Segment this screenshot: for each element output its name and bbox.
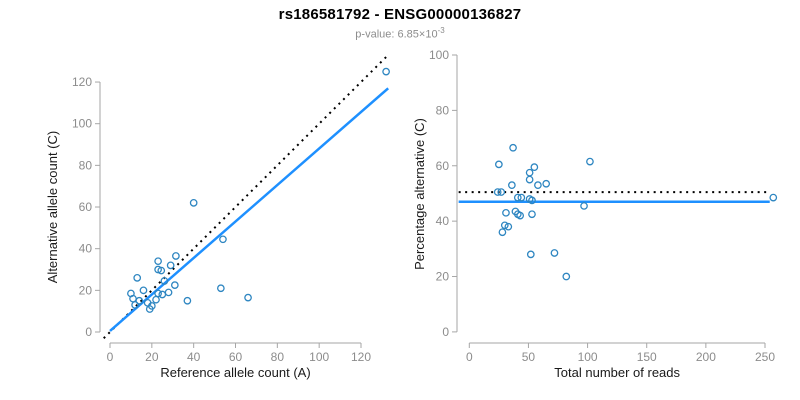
data-point bbox=[133, 273, 142, 282]
data-point bbox=[158, 290, 167, 299]
data-point bbox=[170, 281, 179, 289]
data-point bbox=[580, 202, 588, 210]
data-point bbox=[528, 210, 536, 219]
data-point bbox=[530, 163, 539, 171]
y-tick-label: 100 bbox=[72, 117, 92, 131]
y-tick-label: 0 bbox=[442, 325, 449, 339]
x-tick-label: 100 bbox=[309, 350, 329, 364]
x-tick-label: 20 bbox=[145, 350, 159, 364]
x-tick-label: 40 bbox=[187, 350, 201, 364]
x-tick-label: 200 bbox=[696, 350, 716, 364]
figure-subtitle: p-value: 6.85×10-3 bbox=[0, 26, 800, 41]
data-point bbox=[495, 160, 503, 169]
data-point bbox=[517, 193, 526, 202]
pvalue-text: p-value: 6.85×10 bbox=[355, 28, 438, 41]
figure-title: rs186581792 - ENSG00000136827 bbox=[278, 6, 522, 23]
data-point bbox=[513, 193, 522, 202]
data-point bbox=[586, 157, 594, 166]
data-point bbox=[244, 293, 252, 302]
data-point bbox=[516, 211, 525, 220]
y-tick-label: 80 bbox=[436, 103, 450, 117]
data-point bbox=[172, 252, 180, 260]
data-point bbox=[509, 143, 517, 152]
data-point bbox=[139, 286, 148, 295]
y-axis-title: Alternative allele count (C) bbox=[45, 131, 60, 283]
data-point bbox=[526, 250, 535, 259]
data-point bbox=[502, 208, 510, 217]
x-tick-label: 50 bbox=[522, 350, 536, 364]
data-point bbox=[525, 175, 534, 184]
data-point bbox=[504, 222, 513, 231]
y-tick-label: 0 bbox=[85, 325, 92, 339]
y-tick-label: 60 bbox=[79, 200, 93, 214]
data-point bbox=[525, 168, 534, 177]
x-tick-label: 100 bbox=[578, 350, 598, 364]
identity-line bbox=[103, 54, 389, 339]
data-point bbox=[769, 193, 778, 202]
data-point bbox=[164, 288, 173, 297]
data-point bbox=[217, 284, 225, 293]
x-tick-label: 0 bbox=[466, 350, 473, 364]
data-point bbox=[498, 228, 507, 237]
y-tick-label: 40 bbox=[79, 242, 93, 256]
data-point bbox=[189, 199, 198, 207]
data-point bbox=[154, 257, 162, 266]
x-tick-label: 60 bbox=[229, 350, 243, 364]
data-point bbox=[147, 302, 156, 310]
y-tick-label: 40 bbox=[436, 214, 450, 228]
y-tick-label: 20 bbox=[79, 283, 93, 297]
x-tick-label: 0 bbox=[107, 350, 114, 364]
y-tick-label: 120 bbox=[72, 75, 92, 89]
data-point bbox=[542, 179, 551, 188]
data-point bbox=[219, 235, 227, 244]
x-axis-title: Total number of reads bbox=[554, 365, 680, 380]
data-point bbox=[131, 301, 139, 309]
data-point bbox=[493, 188, 502, 196]
y-tick-label: 60 bbox=[436, 159, 450, 173]
data-point bbox=[160, 277, 169, 285]
pvalue-exponent: -3 bbox=[437, 26, 445, 35]
y-tick-label: 20 bbox=[436, 270, 450, 284]
x-axis-title: Reference allele count (A) bbox=[160, 365, 310, 380]
data-point bbox=[550, 249, 559, 257]
data-point bbox=[500, 221, 509, 230]
data-point bbox=[534, 181, 542, 189]
x-tick-label: 80 bbox=[271, 350, 285, 364]
x-tick-label: 250 bbox=[755, 350, 775, 364]
data-point bbox=[166, 261, 175, 270]
data-point bbox=[528, 196, 536, 205]
data-point bbox=[562, 272, 571, 281]
data-point bbox=[152, 295, 160, 304]
data-point bbox=[157, 266, 166, 275]
data-point bbox=[508, 181, 516, 189]
x-tick-label: 120 bbox=[351, 350, 371, 364]
data-point bbox=[382, 67, 390, 76]
x-tick-label: 150 bbox=[637, 350, 657, 364]
y-tick-label: 100 bbox=[429, 48, 449, 62]
data-point bbox=[183, 296, 192, 305]
allele-counts-plot: 0 20 40 60 80 100 120 0 20 40 60 80 100 120 Reference … bbox=[45, 54, 390, 380]
data-point bbox=[497, 188, 506, 196]
y-tick-label: 80 bbox=[79, 158, 93, 172]
y-axis-title: Percentage alternative (C) bbox=[412, 118, 427, 270]
